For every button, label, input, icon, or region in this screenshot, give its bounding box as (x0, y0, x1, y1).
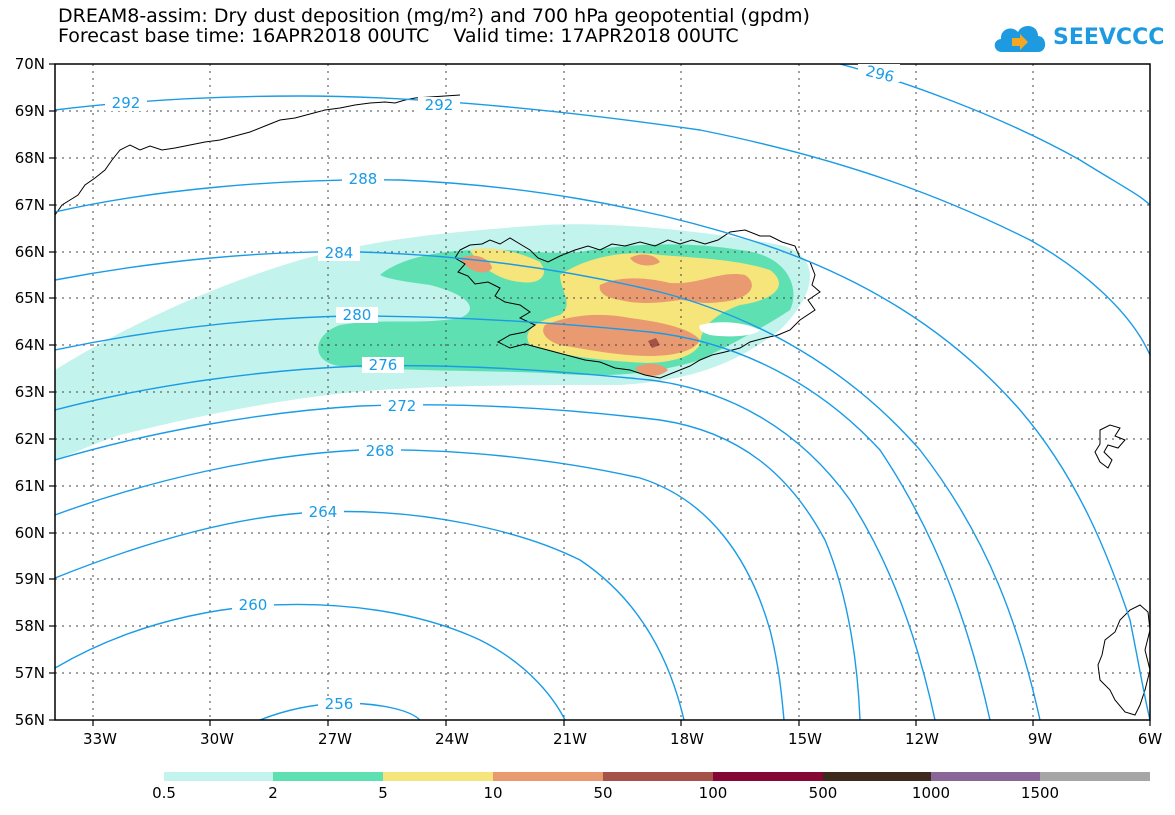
contour-276 (55, 364, 936, 720)
lat-label: 63N (15, 383, 45, 401)
chart-subtitle: Forecast base time: 16APR2018 00UTC Vali… (58, 25, 739, 47)
lat-label: 64N (15, 336, 45, 354)
lat-label: 58N (15, 617, 45, 635)
lat-label: 59N (15, 570, 45, 588)
legend-label: 10 (483, 784, 503, 802)
latitude-labels: 70N 69N 68N 67N 66N 65N 64N 63N 62N 61N … (15, 55, 45, 729)
colorbar-swatch (1040, 772, 1150, 781)
cloud-logo-icon (994, 26, 1046, 52)
colorbar-swatch (603, 772, 713, 781)
dust-level-10 (599, 273, 752, 304)
contour-label: 292 (112, 94, 141, 112)
contour-280 (55, 315, 991, 720)
contour-288 (55, 179, 1150, 720)
lon-label: 18W (670, 730, 704, 748)
legend-label: 5 (378, 784, 388, 802)
colorbar-swatch (383, 772, 493, 781)
lon-label: 21W (553, 730, 587, 748)
lon-label: 27W (318, 730, 352, 748)
lat-label: 69N (15, 102, 45, 120)
lat-label: 66N (15, 243, 45, 261)
lon-label: 6W (1138, 730, 1163, 748)
iceland-coast (454, 229, 821, 379)
contour-264 (55, 510, 685, 720)
contour-label: 264 (309, 503, 338, 521)
logo-text: SEEVCCC (1053, 25, 1165, 50)
chart-title: DREAM8-assim: Dry dust deposition (mg/m²… (58, 5, 810, 27)
lon-label: 33W (83, 730, 117, 748)
gridlines (55, 64, 1150, 720)
geopotential-contours (55, 64, 1150, 720)
lat-label: 61N (15, 477, 45, 495)
contour-260 (55, 603, 566, 720)
colorbar-swatch (823, 772, 931, 781)
contour-label: 292 (425, 96, 454, 114)
lat-label: 68N (15, 149, 45, 167)
scotland-coast (1097, 604, 1150, 716)
lat-label: 62N (15, 430, 45, 448)
contour-296 (839, 64, 1150, 206)
contour-292 (55, 95, 1150, 356)
contour-label: 260 (239, 596, 268, 614)
colorbar-swatch (713, 772, 823, 781)
greenland-coast (55, 94, 461, 216)
lat-label: 60N (15, 524, 45, 542)
colorbar-swatch (493, 772, 603, 781)
dust-level-10 (630, 254, 660, 266)
lon-label: 24W (435, 730, 469, 748)
contour-label: 288 (349, 170, 378, 188)
contour-label: 268 (366, 442, 395, 460)
contour-284 (55, 251, 1041, 720)
lat-label: 56N (15, 711, 45, 729)
contour-label: 256 (325, 695, 354, 713)
legend-label: 500 (808, 784, 838, 802)
legend-label: 1500 (1020, 784, 1060, 802)
contour-label: 276 (369, 356, 398, 374)
coastline (55, 94, 1150, 716)
colorbar (164, 772, 1150, 781)
lon-label: 15W (788, 730, 822, 748)
contour-label: 272 (388, 397, 417, 415)
lat-label: 57N (15, 664, 45, 682)
contour-label: 280 (343, 306, 372, 324)
legend-label: 0.5 (152, 784, 176, 802)
colorbar-swatch (931, 772, 1040, 781)
colorbar-swatch (273, 772, 383, 781)
legend-label: 50 (593, 784, 613, 802)
contour-268 (55, 449, 785, 720)
lat-label: 65N (15, 289, 45, 307)
dust-level-10 (635, 363, 668, 376)
lat-label: 70N (15, 55, 45, 73)
lon-label: 12W (905, 730, 939, 748)
legend-label: 100 (698, 784, 728, 802)
contour-272 (55, 404, 861, 720)
lon-label: 30W (200, 730, 234, 748)
contour-labels: 296 292 292 288 284 280 276 272 268 264 … (105, 62, 900, 713)
contour-label: 284 (325, 244, 354, 262)
dust-shading (55, 224, 810, 460)
ticks (49, 63, 1151, 726)
legend-label: 2 (268, 784, 278, 802)
dust-level-5 (470, 248, 544, 283)
lat-label: 67N (15, 196, 45, 214)
lon-label: 9W (1028, 730, 1053, 748)
colorbar-swatch (164, 772, 273, 781)
longitude-labels: 33W 30W 27W 24W 21W 18W 15W 12W 9W 6W (83, 730, 1162, 748)
faroe-islands (1094, 424, 1126, 469)
legend-label: 1000 (911, 784, 951, 802)
dust-gap (699, 322, 760, 337)
